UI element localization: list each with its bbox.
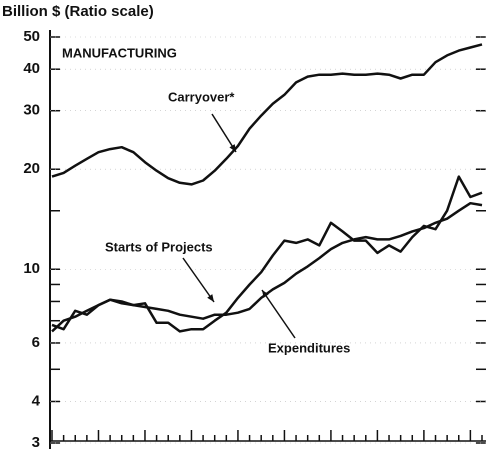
y-tick-label: 4 (32, 392, 41, 409)
chart-title: Billion $ (Ratio scale) (2, 3, 154, 20)
series-line (51, 201, 483, 333)
y-tick-label: 30 (23, 102, 40, 119)
chart-subtitle: MANUFACTURING (62, 45, 177, 60)
y-tick-label: 10 (23, 260, 40, 277)
annotation-arrow (211, 113, 237, 153)
y-tick-label: 40 (23, 60, 40, 77)
series-line (51, 43, 483, 186)
legend-label: Carryover* (168, 89, 235, 104)
y-tick-label: 20 (23, 160, 40, 177)
arrow-head (207, 294, 214, 302)
annotation-arrow (261, 289, 296, 339)
arrow-head (262, 290, 269, 298)
y-tick-label: 50 (23, 28, 40, 45)
y-tick-label: 3 (32, 434, 40, 449)
series-line (51, 175, 483, 333)
legend-label: Expenditures (268, 340, 350, 355)
y-tick-label: 6 (32, 334, 40, 351)
legend-label: Starts of Projects (105, 239, 213, 254)
arrow-head (229, 144, 236, 152)
annotation-arrow (182, 257, 215, 303)
